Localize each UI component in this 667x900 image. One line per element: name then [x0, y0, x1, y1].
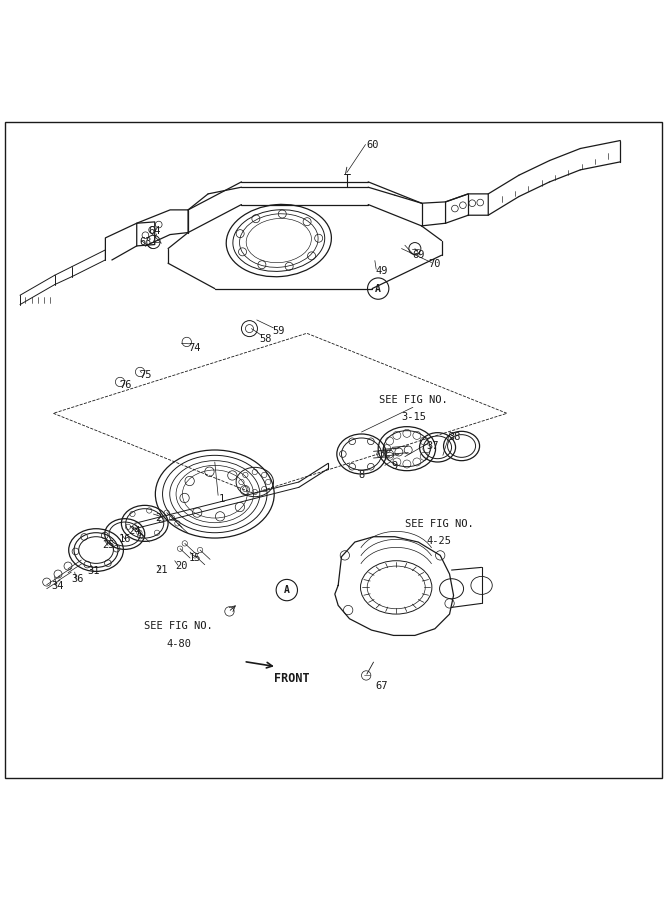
- Text: SEE FIG NO.: SEE FIG NO.: [379, 394, 448, 405]
- Text: 21: 21: [155, 565, 167, 575]
- Text: 63: 63: [139, 237, 151, 247]
- Text: 34: 34: [52, 581, 64, 591]
- Text: 64: 64: [149, 226, 161, 236]
- Text: 8: 8: [358, 470, 365, 480]
- Text: 31: 31: [87, 566, 99, 576]
- Text: SEE FIG NO.: SEE FIG NO.: [404, 518, 474, 528]
- Text: 3-15: 3-15: [401, 412, 426, 422]
- Text: 15: 15: [189, 554, 201, 563]
- Text: A: A: [284, 585, 289, 595]
- Text: 74: 74: [189, 343, 201, 353]
- Text: 69: 69: [413, 250, 425, 260]
- Text: 67: 67: [376, 681, 388, 691]
- Text: SEE FIG NO.: SEE FIG NO.: [144, 621, 213, 632]
- Text: 76: 76: [119, 380, 131, 390]
- Text: 60: 60: [366, 140, 378, 149]
- Text: 20: 20: [175, 561, 187, 572]
- Text: 37: 37: [426, 441, 438, 451]
- Text: 25: 25: [102, 540, 114, 550]
- Text: 59: 59: [273, 327, 285, 337]
- Text: 38: 38: [449, 432, 461, 442]
- Text: 36: 36: [72, 574, 84, 584]
- Text: 9: 9: [392, 461, 398, 471]
- Text: FRONT: FRONT: [274, 671, 310, 685]
- Text: 70: 70: [429, 259, 441, 269]
- Text: 1: 1: [218, 494, 225, 504]
- Text: A: A: [376, 284, 381, 293]
- Text: 4-25: 4-25: [426, 536, 452, 546]
- Text: 49: 49: [376, 266, 388, 275]
- Text: 16: 16: [119, 535, 131, 544]
- Text: 24: 24: [129, 526, 141, 536]
- Text: 58: 58: [259, 334, 271, 345]
- Text: 75: 75: [139, 370, 151, 380]
- Text: 4-80: 4-80: [166, 639, 191, 649]
- Text: 2: 2: [155, 513, 162, 523]
